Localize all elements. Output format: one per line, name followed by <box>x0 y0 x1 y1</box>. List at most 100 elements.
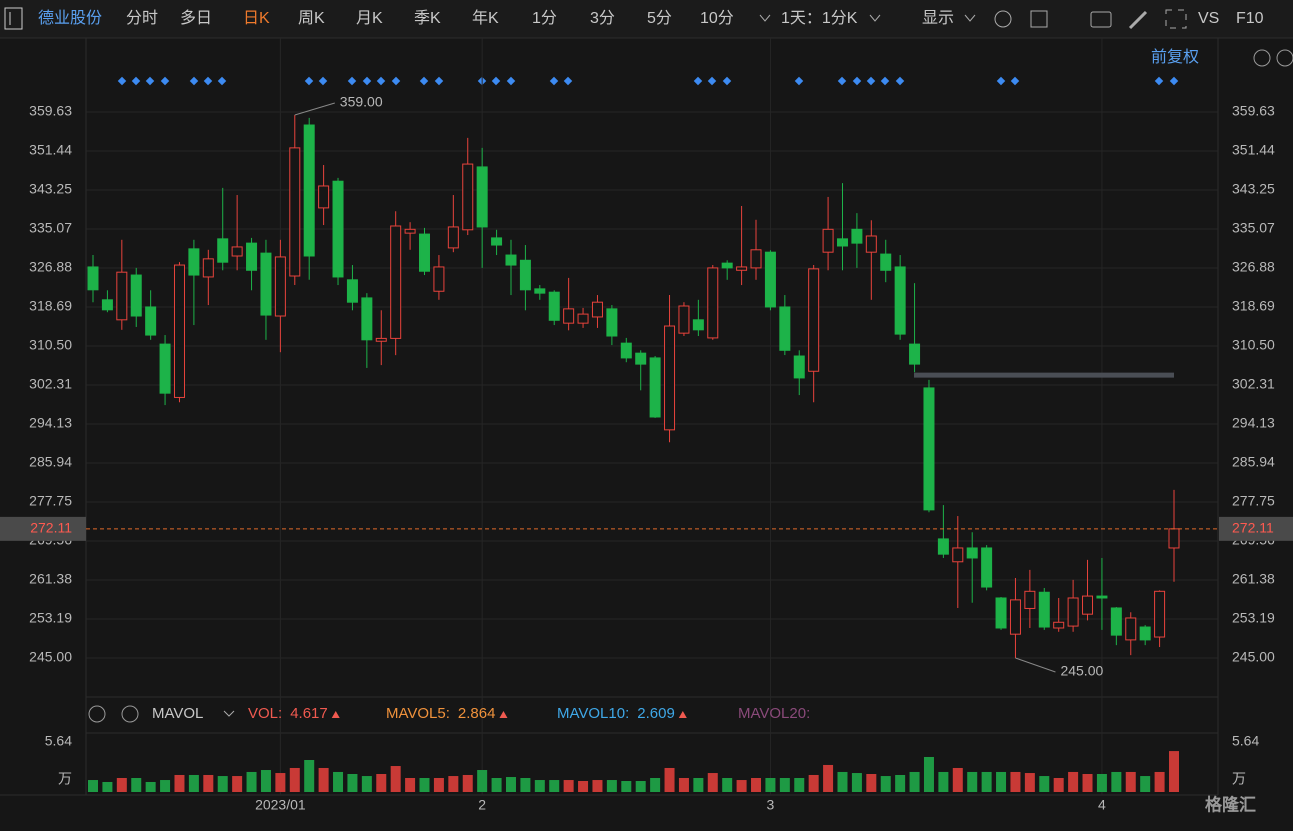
toolbar-tab[interactable]: 日K <box>243 10 270 27</box>
toolbar-tab[interactable]: 季K <box>414 9 441 27</box>
toolbar-tab[interactable]: F10 <box>1236 10 1264 27</box>
dropdown-arrow <box>869 14 881 22</box>
candle-body <box>390 225 402 339</box>
event-marker[interactable] <box>376 76 386 86</box>
candle-body <box>836 238 848 247</box>
volume-bar <box>880 776 891 792</box>
volume-bar <box>895 774 906 792</box>
volume-bar <box>1125 771 1136 792</box>
dropdown-arrow[interactable] <box>223 710 235 717</box>
toolbar-tab[interactable]: 月K <box>356 10 383 27</box>
fullscreen-icon[interactable] <box>1165 9 1187 29</box>
event-marker[interactable] <box>203 76 213 86</box>
indicator-name[interactable]: MAVOL <box>152 705 203 722</box>
extreme-pointer <box>294 102 335 116</box>
toolbar-tab[interactable]: 显示 <box>922 10 954 27</box>
event-marker[interactable] <box>304 76 314 86</box>
trend-arrow <box>678 711 687 718</box>
toolbar-tab[interactable]: 1分 <box>532 9 557 27</box>
candle-body <box>419 233 431 272</box>
event-marker[interactable] <box>117 76 127 86</box>
menu-icon[interactable] <box>4 7 23 30</box>
volume-bar <box>866 774 877 792</box>
candle-body <box>721 262 733 269</box>
toolbar-tab[interactable]: 3分 <box>590 9 615 27</box>
event-marker[interactable] <box>160 76 170 86</box>
candle-body <box>130 274 142 317</box>
volume-bar <box>433 777 444 792</box>
candle-body <box>462 163 474 231</box>
candle-body <box>793 355 805 379</box>
close-icon[interactable] <box>121 705 139 723</box>
toolbar-tab[interactable]: VS <box>1198 10 1219 27</box>
candle-body <box>1082 595 1094 615</box>
camera-icon[interactable] <box>1090 11 1112 28</box>
event-marker[interactable] <box>145 76 155 86</box>
toolbar-tab[interactable]: 多日 <box>180 9 212 27</box>
candle-body <box>937 538 949 555</box>
toolbar-tab[interactable]: 年K <box>472 9 499 27</box>
volume-bar <box>1068 771 1079 792</box>
x-tick-label: 2023/01 <box>255 797 306 813</box>
candle-body <box>188 248 200 276</box>
volume-bar <box>1140 776 1151 792</box>
candle-body <box>1024 590 1036 609</box>
y-tick-label-right: 343.25 <box>1232 181 1275 197</box>
candle-body <box>534 288 546 294</box>
layout-icon[interactable] <box>1030 10 1048 28</box>
volume-bar <box>304 759 315 792</box>
event-marker[interactable] <box>217 76 227 86</box>
zoom-in-icon[interactable] <box>1276 49 1293 67</box>
y-tick-label-right: 359.63 <box>1232 103 1275 119</box>
toolbar-tab[interactable]: 5分 <box>647 9 672 27</box>
x-tick-label: 3 <box>767 797 775 813</box>
event-marker[interactable] <box>491 76 501 86</box>
volume-bar <box>448 776 459 792</box>
toolbar-tab[interactable]: 1天：1分K <box>781 9 858 27</box>
candle-body <box>1038 591 1050 628</box>
pen-icon[interactable] <box>1128 10 1148 30</box>
y-tick-label: 359.63 <box>29 103 72 119</box>
y-tick-label-right: 302.31 <box>1232 376 1275 392</box>
event-marker[interactable] <box>434 76 444 86</box>
volume-bar <box>116 777 127 792</box>
settings-icon[interactable] <box>88 705 106 723</box>
event-marker[interactable] <box>189 76 199 86</box>
x-tick-label: 4 <box>1098 797 1106 813</box>
stock-name[interactable]: 德业股份 <box>38 9 102 27</box>
settings-icon[interactable] <box>994 10 1012 28</box>
y-tick-label: 310.50 <box>29 337 72 353</box>
volume-bar <box>938 771 949 792</box>
event-marker[interactable] <box>318 76 328 86</box>
volume-unit-right: 万 <box>1232 771 1246 787</box>
candle-body <box>101 299 113 311</box>
candle-body <box>519 259 531 291</box>
zoom-out-icon[interactable] <box>1253 49 1271 67</box>
candle-body <box>894 266 906 335</box>
toolbar-tab[interactable]: 周K <box>298 10 325 27</box>
candle-body <box>1067 597 1079 627</box>
volume-bar <box>347 774 358 792</box>
candle-body <box>346 279 358 303</box>
volume-bar <box>765 777 776 792</box>
event-marker[interactable] <box>391 76 401 86</box>
candle-body <box>447 226 459 249</box>
toolbar-tab[interactable]: 分时 <box>126 9 158 27</box>
indicator-label: VOL: <box>248 705 282 722</box>
volume-unit: 万 <box>58 771 72 787</box>
toolbar <box>0 0 1293 38</box>
volume-bar <box>693 777 704 792</box>
y-tick-label: 261.38 <box>29 571 72 587</box>
volume-bar <box>1096 774 1107 792</box>
event-marker[interactable] <box>419 76 429 86</box>
volume-bar <box>923 756 934 792</box>
adjust-mode[interactable]: 前复权 <box>1151 48 1199 66</box>
volume-bar <box>1024 773 1035 792</box>
event-marker[interactable] <box>362 76 372 86</box>
y-tick-label: 294.13 <box>29 415 72 431</box>
event-marker[interactable] <box>347 76 357 86</box>
candle-body <box>404 228 416 234</box>
event-marker[interactable] <box>131 76 141 86</box>
candle-body <box>260 252 272 316</box>
toolbar-tab[interactable]: 10分 <box>700 9 734 27</box>
